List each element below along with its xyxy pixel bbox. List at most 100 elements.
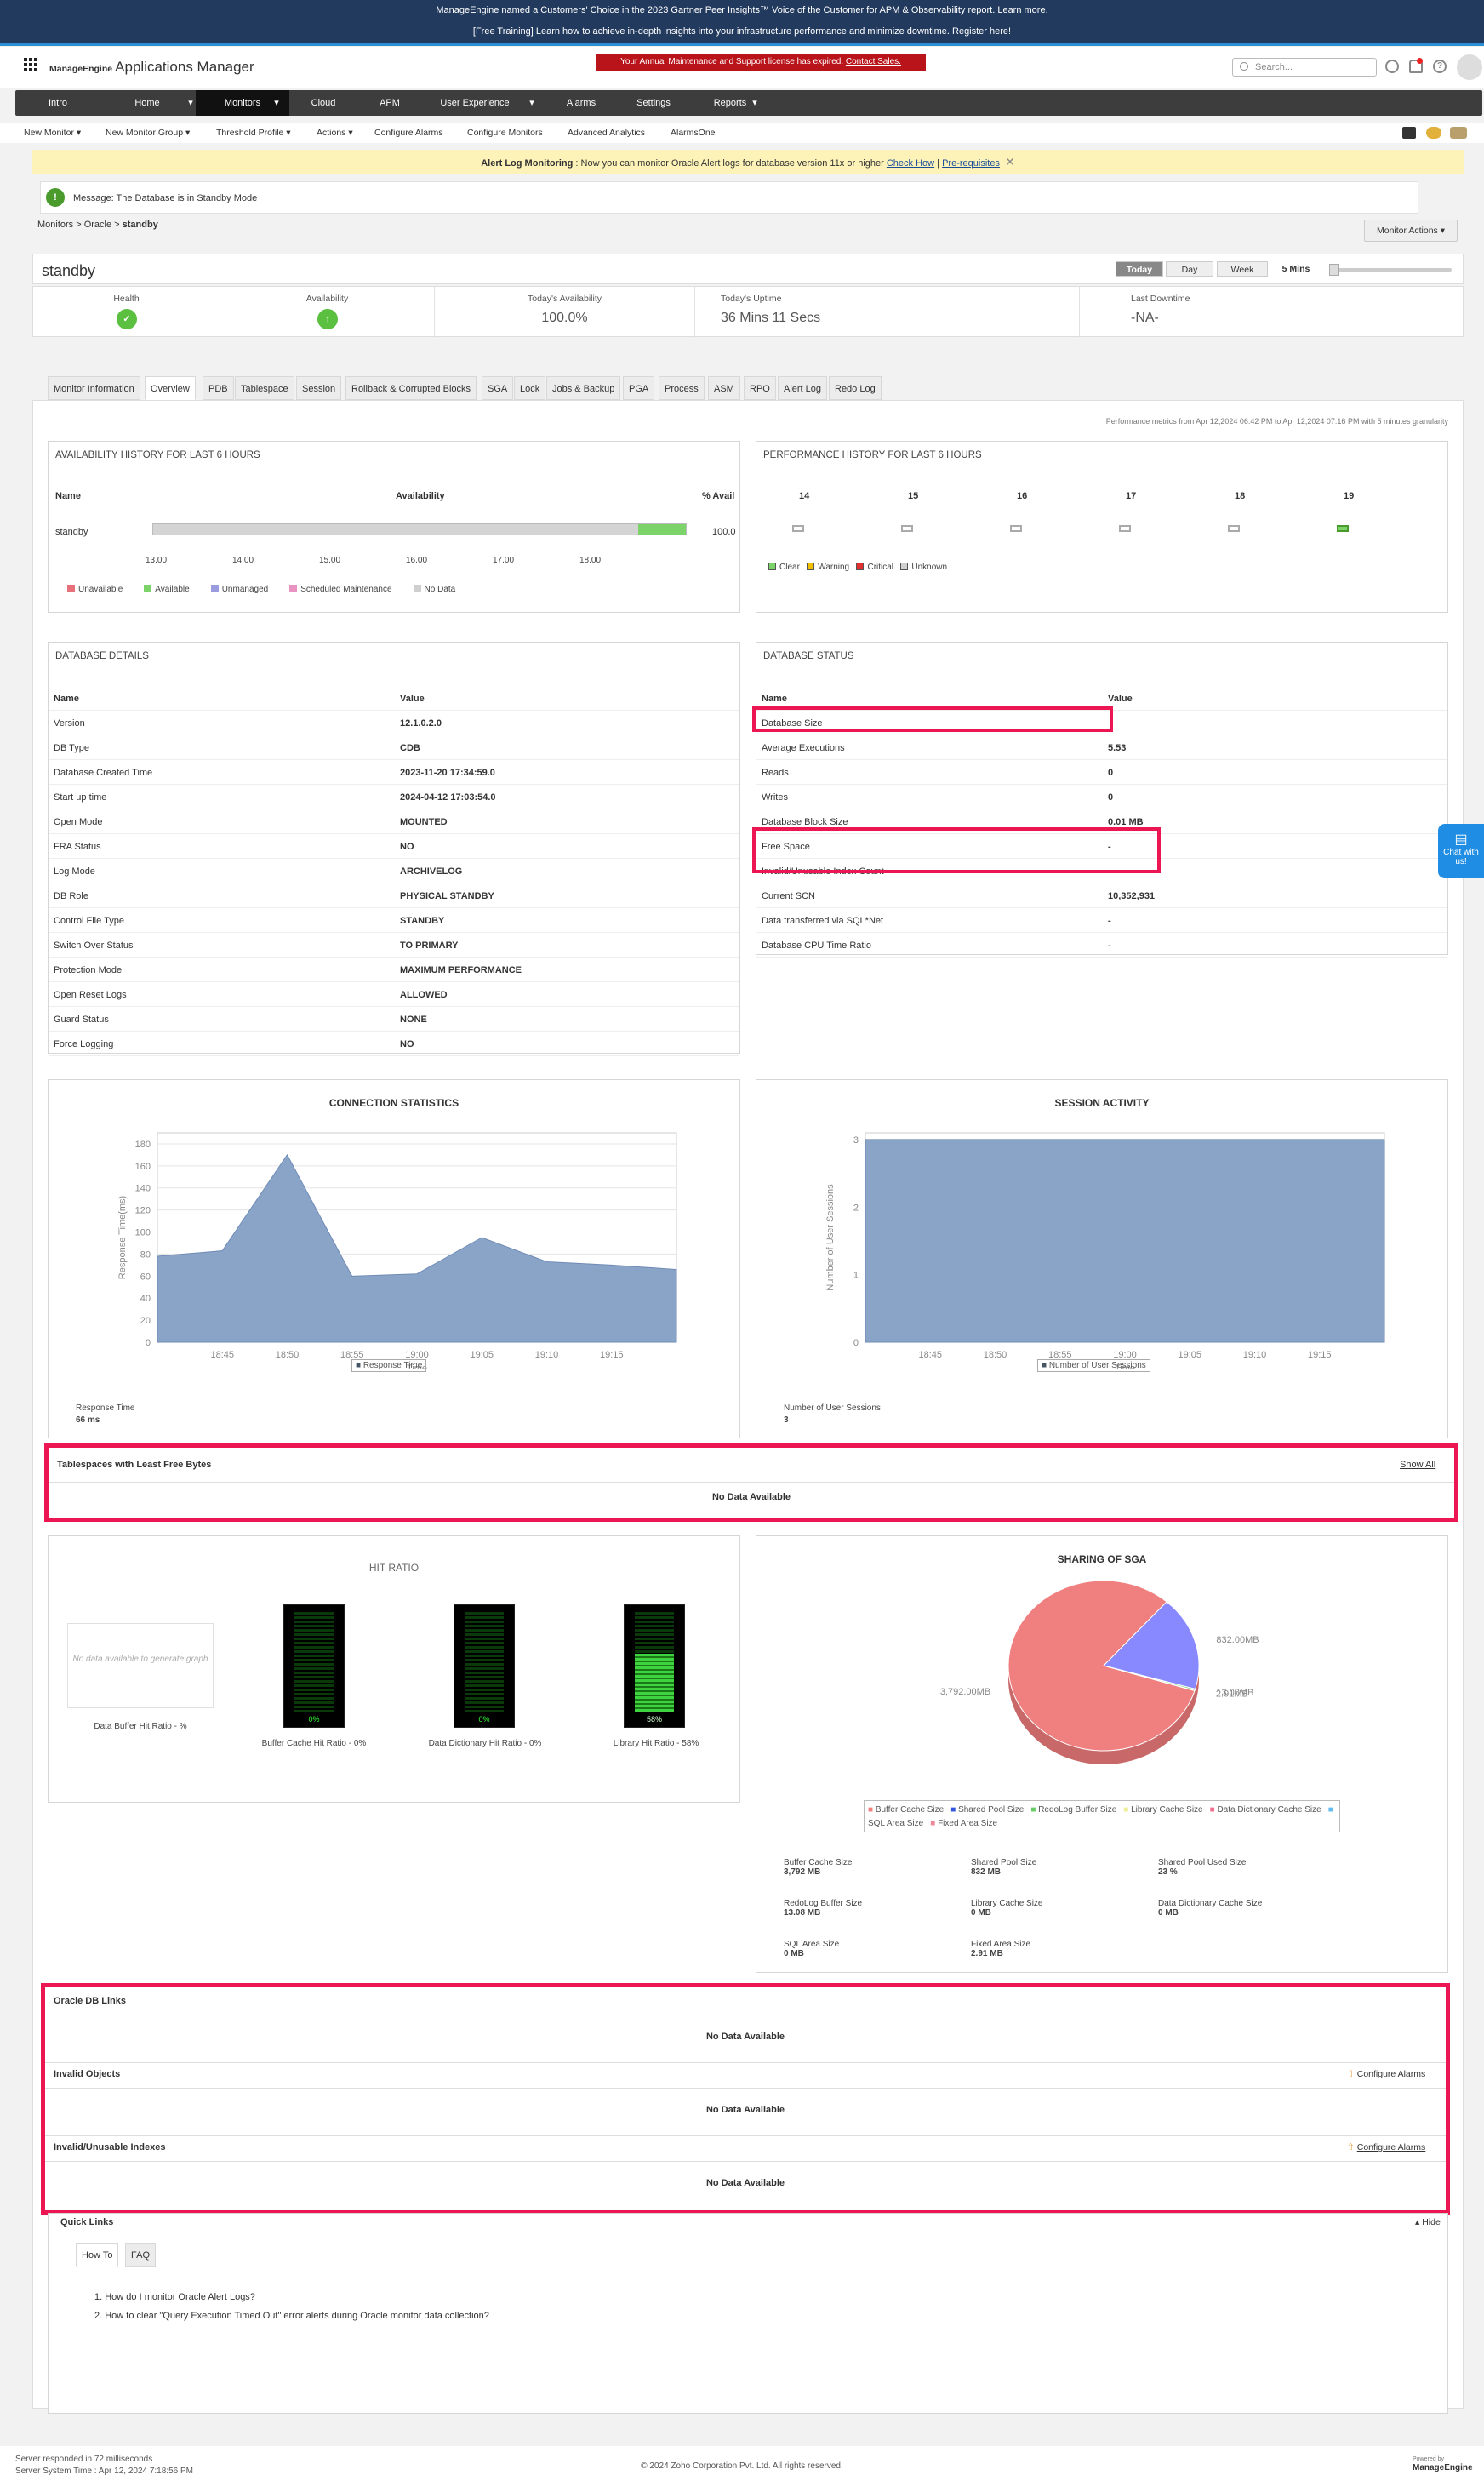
period-5mins[interactable]: 5 Mins — [1281, 264, 1310, 274]
x-axis-label: Time — [407, 1363, 427, 1369]
configure-alarms-link[interactable]: Configure Alarms — [374, 128, 443, 138]
availability-monitor-name[interactable]: standby — [55, 527, 88, 537]
chevron-down-icon[interactable]: ▾ — [752, 98, 757, 108]
close-icon[interactable]: ✕ — [1005, 155, 1015, 169]
new-monitor-menu[interactable]: New Monitor ▾ — [24, 128, 82, 138]
chevron-down-icon[interactable]: ▾ — [274, 98, 279, 108]
perf-status-unknown[interactable] — [1010, 525, 1022, 532]
apps-grid-icon[interactable] — [24, 58, 37, 71]
sga-panel: SHARING OF SGA 3,792.00MB 832.00MB 13.08MB… — [756, 1535, 1448, 1973]
perf-status-clear[interactable] — [1337, 525, 1349, 532]
chat-widget[interactable]: ▤ Chat with us! — [1438, 824, 1484, 878]
quick-link-1[interactable]: 1. How do I monitor Oracle Alert Logs? — [94, 2292, 255, 2302]
threshold-profile-menu[interactable]: Threshold Profile ▾ — [216, 128, 291, 138]
tab-sga[interactable]: SGA — [482, 376, 514, 400]
invalid-indexes-title: Invalid/Unusable Indexes — [54, 2142, 166, 2152]
tab-rollback[interactable]: Rollback & Corrupted Blocks — [345, 376, 477, 400]
chevron-down-icon[interactable]: ▾ — [188, 98, 193, 108]
perf-status-unknown[interactable] — [1119, 525, 1131, 532]
tab-faq[interactable]: FAQ — [125, 2243, 157, 2267]
tab-tablespace[interactable]: Tablespace — [235, 376, 294, 400]
nav-reports[interactable]: Reports — [713, 98, 747, 108]
connection-chart: 0 20 40 60 80 100 120 140 160 180 18:45 18:50 18:55 1… — [117, 1132, 677, 1369]
data-buffer-label: Data Buffer Hit Ratio - % — [94, 1722, 187, 1731]
quick-links-title: Quick Links — [60, 2217, 114, 2227]
check-how-link[interactable]: Check How — [886, 158, 935, 169]
quick-link-2[interactable]: 2. How to clear "Query Execution Timed O… — [94, 2311, 489, 2321]
sga-stat: SQL Area Size 0 MB — [784, 1940, 840, 1958]
pie-slice[interactable] — [1103, 1601, 1200, 1690]
availability-bar[interactable] — [152, 523, 687, 535]
table-row: Open Mode MOUNTED — [49, 809, 739, 834]
tab-jobs-backup[interactable]: Jobs & Backup — [546, 376, 621, 400]
chevron-down-icon[interactable]: ▾ — [529, 98, 534, 108]
tools-icon[interactable] — [1450, 127, 1467, 139]
nav-apm[interactable]: APM — [380, 98, 400, 108]
nav-monitors[interactable]: Monitors — [196, 90, 289, 116]
configure-alarms-invalid-indexes[interactable]: ⇧ Configure Alarms — [1347, 2142, 1426, 2152]
banner-line-2[interactable]: [Free Training] Learn how to achieve in-… — [472, 26, 1012, 37]
table-row: Log Mode ARCHIVELOG — [49, 859, 739, 883]
perf-status-unknown[interactable] — [1228, 525, 1240, 532]
alarmsone-icon[interactable] — [1426, 127, 1441, 139]
monitor-actions-button[interactable]: Monitor Actions ▾ — [1364, 220, 1458, 242]
perf-status-unknown[interactable] — [792, 525, 804, 532]
series-area[interactable] — [865, 1139, 1385, 1343]
nav-cloud[interactable]: Cloud — [311, 98, 336, 108]
configure-alarms-invalid-objects[interactable]: ⇧ Configure Alarms — [1347, 2069, 1426, 2079]
server-time: Server System Time : Apr 12, 2024 7:18:5… — [15, 2467, 193, 2476]
period-week[interactable]: Week — [1217, 261, 1268, 277]
tab-pga[interactable]: PGA — [623, 376, 655, 400]
nav-home[interactable]: Home — [134, 98, 160, 108]
tab-session[interactable]: Session — [296, 376, 342, 400]
period-today[interactable]: Today — [1116, 261, 1163, 277]
period-slider[interactable] — [1333, 268, 1452, 272]
search-input[interactable]: Search... — [1232, 58, 1377, 77]
configure-monitors-link[interactable]: Configure Monitors — [467, 128, 543, 138]
search-icon — [1240, 62, 1248, 71]
nav-user-experience[interactable]: User Experience — [440, 98, 510, 108]
new-monitor-group-menu[interactable]: New Monitor Group ▾ — [106, 128, 191, 138]
tab-how-to[interactable]: How To — [76, 2243, 119, 2267]
tab-asm[interactable]: ASM — [708, 376, 740, 400]
prerequisites-link[interactable]: Pre-requisites — [942, 158, 1000, 169]
tab-pdb[interactable]: PDB — [203, 376, 234, 400]
legend-swatch — [856, 563, 865, 570]
nav-intro[interactable]: Intro — [48, 98, 67, 108]
nav-settings[interactable]: Settings — [636, 98, 671, 108]
pie-slice[interactable] — [1007, 1580, 1196, 1752]
period-day[interactable]: Day — [1166, 261, 1213, 277]
alarmsone-link[interactable]: AlarmsOne — [671, 128, 716, 138]
x-tick-label: 19:00 — [405, 1350, 429, 1360]
tab-redo-log[interactable]: Redo Log — [829, 376, 882, 400]
help-icon[interactable]: ? — [1433, 60, 1447, 73]
camera-icon[interactable] — [1402, 127, 1416, 139]
bell-icon[interactable] — [1409, 60, 1423, 73]
last-downtime-cell: Last Downtime -NA- — [1131, 294, 1190, 325]
slider-handle[interactable] — [1329, 264, 1339, 276]
banner-line-1[interactable]: ManageEngine named a Customers' Choice i… — [436, 5, 1048, 15]
show-all-link[interactable]: Show All — [1400, 1460, 1436, 1470]
hide-quick-links[interactable]: ▴ Hide — [1415, 2217, 1441, 2227]
x-tick-label: 18:45 — [918, 1350, 942, 1360]
headset-icon[interactable] — [1385, 60, 1399, 73]
tab-overview[interactable]: Overview — [145, 376, 196, 400]
x-tick-label: 18:50 — [984, 1350, 1007, 1360]
avatar[interactable] — [1457, 54, 1482, 80]
perf-status-unknown[interactable] — [901, 525, 913, 532]
tab-alert-log[interactable]: Alert Log — [778, 376, 828, 400]
tab-rpo[interactable]: RPO — [744, 376, 776, 400]
quick-links-panel: Quick Links ▴ Hide How To FAQ 1. How do … — [48, 2213, 1448, 2414]
tab-monitor-information[interactable]: Monitor Information — [48, 376, 140, 400]
today-availability-cell: Today's Availability 100.0% — [435, 287, 695, 338]
tab-lock[interactable]: Lock — [514, 376, 546, 400]
contact-sales-link[interactable]: Contact Sales. — [845, 57, 901, 66]
series-area[interactable] — [157, 1153, 677, 1343]
session-chart-title: SESSION ACTIVITY — [1054, 1097, 1150, 1109]
tab-process[interactable]: Process — [659, 376, 705, 400]
advanced-analytics-link[interactable]: Advanced Analytics — [568, 128, 646, 138]
tablespaces-panel: Tablespaces with Least Free Bytes Show A… — [44, 1443, 1458, 1522]
pie-slice[interactable] — [1103, 1665, 1196, 1692]
nav-alarms[interactable]: Alarms — [566, 98, 596, 108]
actions-menu[interactable]: Actions ▾ — [317, 128, 353, 138]
